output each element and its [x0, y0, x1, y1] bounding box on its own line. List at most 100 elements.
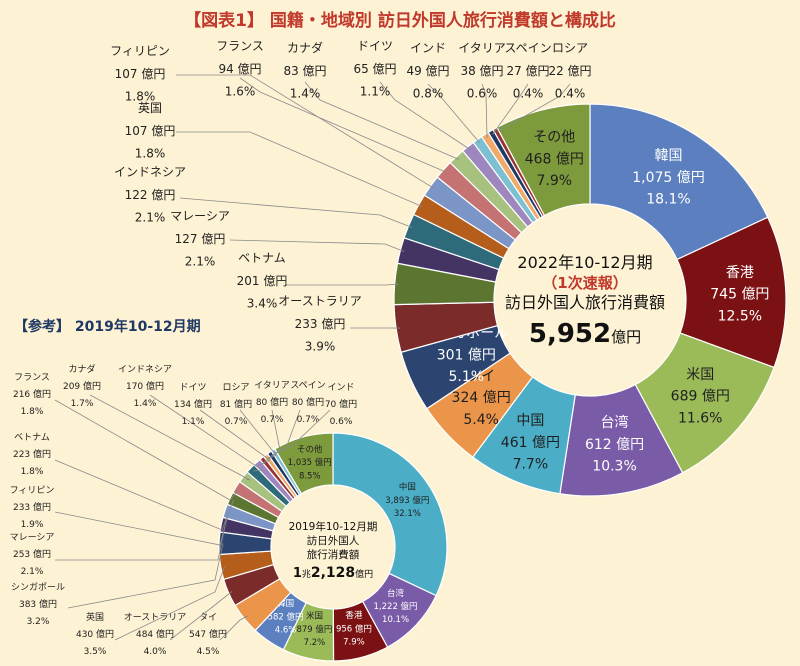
leader-line-シンガポール: [67, 543, 224, 609]
slice-label-韓国: 韓国: [277, 598, 294, 609]
outside-label-オーストラリア: 484 億円: [136, 628, 174, 640]
outside-label-ベトナム: 201 億円: [237, 274, 288, 288]
slice-label-香港: 7.9%: [343, 638, 365, 648]
outside-label-英国: 107 億円: [125, 124, 176, 138]
slice-label-台湾: 10.1%: [382, 615, 409, 625]
outside-label-インド: インド: [410, 41, 446, 55]
outside-label-インド: インド: [327, 383, 354, 393]
leader-line-フィリピン: [54, 511, 230, 546]
slice-label-米国: 879 億円: [296, 624, 332, 635]
outside-label-カナダ: 1.4%: [290, 87, 321, 101]
slice-label-その他: その他: [297, 444, 323, 455]
slice-label-香港: 12.5%: [718, 308, 762, 324]
ref-center-period: 2019年10-12月期: [289, 520, 378, 533]
leader-line-英国: [114, 566, 226, 641]
leader-line-ドイツ: [199, 409, 271, 466]
outside-label-カナダ: カナダ: [68, 363, 95, 375]
outside-label-ロシア: 22 億円: [548, 64, 591, 78]
outside-label-イタリア: 80 億円: [256, 396, 288, 408]
slice-label-シンガポール: 5.1%: [449, 369, 485, 385]
leader-line-フランス: [54, 399, 240, 501]
slice-label-韓国: 4.6%: [275, 625, 297, 635]
slice-label-その他: 7.9%: [536, 173, 572, 189]
slice-中国: [332, 432, 448, 597]
outside-label-インド: 0.8%: [413, 87, 444, 101]
outside-label-英国: 3.5%: [84, 647, 107, 657]
leader-line-ロシア: [496, 83, 571, 133]
outside-label-ベトナム: 223 億円: [13, 448, 51, 460]
slice-label-韓国: 1,075 億円: [632, 170, 705, 186]
outside-label-オーストラリア: 4.0%: [144, 647, 167, 657]
outside-label-イタリア: 0.7%: [261, 415, 284, 425]
ref-center-total: 1兆2,128億円: [293, 565, 373, 581]
slice-label-中国: 3,893 億円: [385, 495, 429, 506]
outside-label-ロシア: 81 億円: [220, 398, 252, 410]
outside-label-英国: 英国: [86, 611, 104, 623]
donut-chart-1: 韓国 1,075 億円 18.1% 香港 745 億円 12.5% 米国 689 億円 11.6…: [393, 103, 787, 497]
outside-label-イタリア: イタリア: [254, 380, 290, 391]
slice-label-香港: 745 億円: [710, 287, 769, 303]
slice-label-米国: 米国: [306, 611, 323, 622]
leader-line-カナダ: [304, 81, 460, 160]
leader-line-インドネシア: [179, 197, 413, 228]
outside-label-カナダ: 1.7%: [71, 399, 94, 409]
outside-label-フランス: 216 億円: [13, 388, 51, 400]
outside-label-イタリア: 0.6%: [467, 87, 498, 101]
slice-label-台湾: 10.3%: [592, 459, 636, 475]
leader-line-ロシア: [239, 409, 277, 462]
outside-label-英国: 英国: [138, 101, 162, 115]
outside-label-ロシア: ロシア: [552, 41, 588, 55]
leader-line-ベトナム: [54, 459, 234, 531]
outside-label-フィリピン: 107 億円: [115, 67, 166, 81]
outside-label-オーストラリア: オーストラリア: [278, 294, 361, 308]
slice-label-米国: 11.6%: [678, 410, 722, 426]
leader-line-タイ: [219, 615, 248, 641]
leader-line-ドイツ: [379, 81, 471, 151]
outside-label-ドイツ: ドイツ: [357, 39, 393, 53]
slice-label-中国: 中国: [516, 413, 544, 429]
outside-label-インド: 0.6%: [330, 417, 353, 427]
slice-label-タイ: 5.4%: [463, 412, 499, 428]
page-title: 【図表1】 国籍・地域別 訪日外国人旅行消費額と構成比: [184, 11, 616, 31]
outside-label-フィリピン: フィリピン: [10, 485, 55, 496]
outside-label-英国: 430 億円: [76, 628, 114, 640]
outside-label-スペイン: スペイン: [504, 41, 551, 55]
slice-label-香港: 香港: [345, 610, 363, 621]
slice-label-香港: 香港: [726, 265, 754, 281]
outside-label-カナダ: カナダ: [287, 40, 323, 55]
outside-label-オーストラリア: オーストラリア: [124, 612, 187, 623]
leader-line-英国: [176, 131, 423, 207]
center-total: 5,952億円: [529, 319, 641, 349]
outside-label-ドイツ: 1.1%: [182, 417, 205, 427]
slice-label-台湾: 1,222 億円: [374, 601, 418, 612]
leader-line-フィリピン: [176, 74, 435, 189]
outside-label-マレーシア: 127 億円: [175, 232, 226, 246]
outside-label-インドネシア: 122 億円: [125, 188, 176, 202]
outside-label-フィリピン: 1.8%: [125, 90, 156, 104]
leader-line-マレーシア: [55, 525, 226, 561]
outside-label-ベトナム: ベトナム: [238, 251, 286, 265]
slice-label-その他: 468 億円: [525, 151, 584, 167]
outside-label-タイ: 547 億円: [189, 628, 227, 640]
outside-label-シンガポール: シンガポール: [11, 582, 65, 593]
leader-line-スペイン: [492, 83, 529, 135]
slice-label-中国: 461 億円: [501, 435, 560, 451]
ref-center-label-1: 訪日外国人: [307, 534, 360, 547]
outside-label-マレーシア: 253 億円: [13, 548, 51, 560]
outside-label-ベトナム: 1.8%: [21, 467, 44, 477]
leader-line-カナダ: [89, 394, 251, 481]
leader-line-インドネシア: [149, 394, 264, 472]
outside-label-ベトナム: ベトナム: [14, 432, 50, 443]
outside-label-カナダ: 83 億円: [283, 64, 326, 78]
outside-label-インドネシア: インドネシア: [114, 165, 186, 179]
outside-label-タイ: タイ: [199, 612, 217, 623]
outside-label-シンガポール: 383 億円: [19, 598, 57, 610]
slice-その他: [496, 103, 591, 217]
outside-label-インドネシア: 170 億円: [126, 380, 164, 392]
slice-label-その他: 1,035 億円: [288, 457, 332, 468]
leader-line-オーストラリア: [169, 590, 233, 641]
slice-label-香港: 956 億円: [336, 623, 372, 634]
outside-label-フランス: 1.6%: [225, 85, 256, 99]
outside-label-イタリア: 38 億円: [460, 64, 503, 78]
